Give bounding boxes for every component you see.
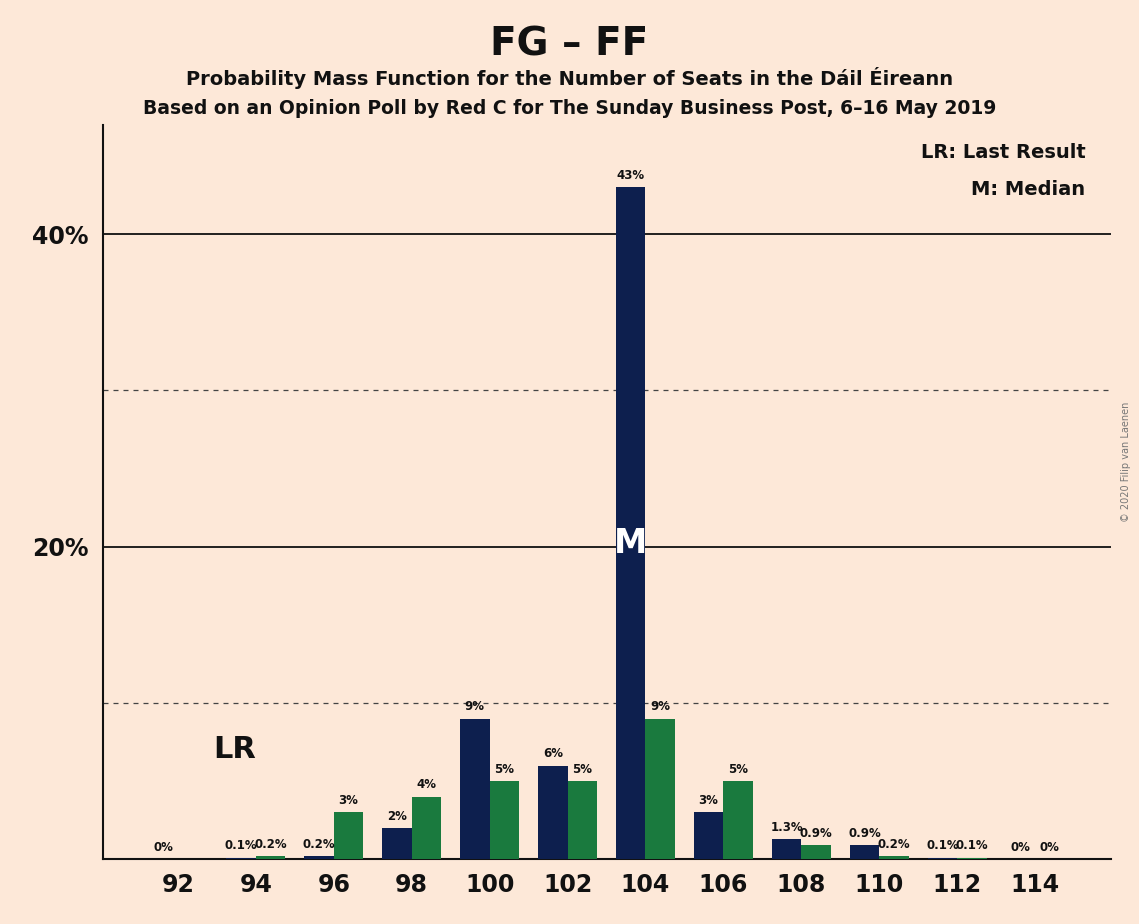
Text: 0.9%: 0.9%: [800, 827, 833, 840]
Text: Based on an Opinion Poll by Red C for The Sunday Business Post, 6–16 May 2019: Based on an Opinion Poll by Red C for Th…: [142, 99, 997, 118]
Bar: [616, 188, 646, 859]
Text: 0.1%: 0.1%: [224, 839, 257, 852]
Text: 3%: 3%: [698, 794, 719, 807]
Text: 0%: 0%: [1010, 841, 1031, 854]
Bar: [694, 812, 723, 859]
Text: 2%: 2%: [387, 809, 407, 822]
Text: 0.9%: 0.9%: [849, 827, 880, 840]
Text: 0.1%: 0.1%: [956, 839, 989, 852]
Text: 5%: 5%: [573, 762, 592, 776]
Bar: [538, 766, 567, 859]
Bar: [802, 845, 831, 859]
Text: FG – FF: FG – FF: [491, 26, 648, 64]
Bar: [304, 857, 334, 859]
Bar: [850, 845, 879, 859]
Text: 5%: 5%: [728, 762, 748, 776]
Text: 4%: 4%: [417, 778, 436, 791]
Bar: [646, 719, 675, 859]
Text: 9%: 9%: [650, 700, 670, 713]
Text: 43%: 43%: [616, 169, 645, 182]
Bar: [490, 781, 519, 859]
Text: 0.1%: 0.1%: [926, 839, 959, 852]
Text: Probability Mass Function for the Number of Seats in the Dáil Éireann: Probability Mass Function for the Number…: [186, 67, 953, 89]
Text: 0.2%: 0.2%: [303, 838, 335, 851]
Bar: [256, 857, 286, 859]
Bar: [460, 719, 490, 859]
Text: M: Median: M: Median: [972, 180, 1085, 199]
Bar: [334, 812, 363, 859]
Text: 9%: 9%: [465, 700, 485, 713]
Bar: [927, 857, 957, 859]
Text: 3%: 3%: [338, 794, 359, 807]
Text: M: M: [614, 527, 647, 560]
Bar: [879, 857, 909, 859]
Text: LR: LR: [213, 736, 256, 764]
Bar: [567, 781, 597, 859]
Text: 6%: 6%: [543, 748, 563, 760]
Bar: [957, 857, 986, 859]
Bar: [723, 781, 753, 859]
Text: LR: Last Result: LR: Last Result: [920, 143, 1085, 162]
Text: 0%: 0%: [1040, 841, 1059, 854]
Text: 5%: 5%: [494, 762, 515, 776]
Text: © 2020 Filip van Laenen: © 2020 Filip van Laenen: [1122, 402, 1131, 522]
Text: 0.2%: 0.2%: [878, 838, 910, 851]
Bar: [382, 828, 411, 859]
Text: 0.2%: 0.2%: [254, 838, 287, 851]
Text: 1.3%: 1.3%: [770, 821, 803, 833]
Bar: [227, 857, 256, 859]
Text: 0%: 0%: [154, 841, 173, 854]
Bar: [411, 796, 441, 859]
Bar: [772, 839, 802, 859]
